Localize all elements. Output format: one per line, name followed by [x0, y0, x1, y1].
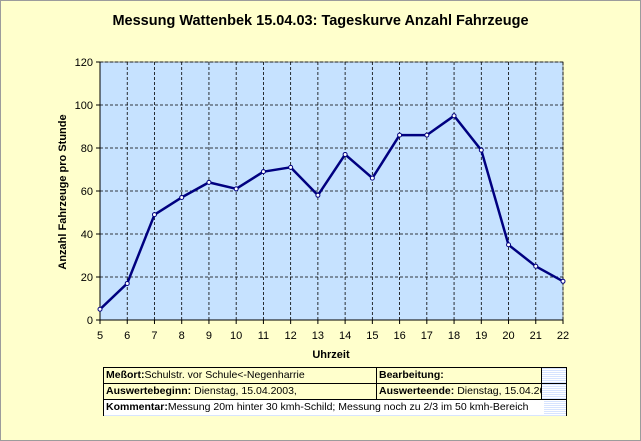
x-tick-label: 13 — [312, 330, 324, 342]
info-hatch-cell — [541, 384, 566, 399]
x-tick-label: 8 — [179, 330, 185, 342]
y-tick-label: 20 — [81, 272, 93, 284]
chart-title: Messung Wattenbek 15.04.03: Tageskurve A… — [112, 13, 529, 29]
x-tick-label: 6 — [124, 330, 130, 342]
data-point — [288, 164, 294, 170]
x-tick-label: 15 — [366, 330, 378, 342]
data-point — [315, 192, 321, 198]
data-point — [424, 132, 430, 138]
x-tick-label: 18 — [448, 330, 460, 342]
x-tick-label: 5 — [97, 330, 103, 342]
messort-label: Meßort: — [106, 369, 145, 381]
auswerteende-label: Auswerteende: — [379, 385, 455, 397]
data-point — [342, 151, 348, 157]
x-tick-label: 7 — [151, 330, 157, 342]
auswerteende-value: Dienstag, 15.04.2003, — [457, 385, 541, 397]
x-tick-label: 12 — [285, 330, 297, 342]
data-point — [506, 242, 512, 248]
data-point — [233, 186, 239, 192]
x-tick-label: 20 — [502, 330, 514, 342]
y-tick-label: 100 — [75, 100, 93, 112]
data-point — [560, 278, 566, 284]
kommentar-value: Messung 20m hinter 30 kmh-Schild; Messun… — [167, 401, 529, 413]
data-point — [206, 179, 212, 185]
data-point — [97, 306, 103, 312]
y-tick-label: 80 — [81, 143, 93, 155]
y-tick-label: 40 — [81, 229, 93, 241]
kommentar-label: Kommentar: — [106, 401, 168, 413]
auswertebeginn-label: Auswertebeginn: — [106, 385, 192, 397]
info-hatch-cell — [541, 368, 566, 383]
x-tick-label: 19 — [475, 330, 487, 342]
messort-cell: Meßort:Schulstr. vor Schule<-Negenharrie — [104, 368, 376, 383]
data-point — [179, 194, 185, 200]
auswertebeginn-cell: Auswertebeginn: Dienstag, 15.04.2003, — [104, 384, 376, 399]
series-line — [99, 114, 564, 311]
auswertebeginn-value: Dienstag, 15.04.2003, — [194, 385, 297, 397]
data-point — [124, 280, 130, 286]
data-point — [478, 147, 484, 153]
x-tick-label: 14 — [339, 330, 351, 342]
messort-value: Schulstr. vor Schule<-Negenharrie — [144, 369, 305, 381]
bearbeitung-cell: Bearbeitung: — [376, 368, 541, 383]
y-tick-label: 120 — [75, 57, 93, 69]
data-point — [451, 113, 457, 119]
x-tick-label: 16 — [393, 330, 405, 342]
y-tick-label: 0 — [87, 315, 93, 327]
x-tick-label: 22 — [557, 330, 569, 342]
kommentar-cell: Kommentar:Messung 20m hinter 30 kmh-Schi… — [104, 400, 544, 415]
x-tick-label: 17 — [421, 330, 433, 342]
bearbeitung-label: Bearbeitung: — [379, 369, 444, 381]
info-table: Meßort:Schulstr. vor Schule<-Negenharrie… — [103, 367, 567, 416]
x-axis-label: Uhrzeit — [312, 349, 350, 361]
data-point — [369, 175, 375, 181]
x-tick-label: 11 — [258, 330, 269, 342]
auswerteende-cell: Auswerteende: Dienstag, 15.04.2003, — [376, 384, 541, 399]
data-point — [533, 263, 539, 269]
data-point — [397, 132, 403, 138]
data-point — [151, 212, 157, 218]
y-tick-label: 60 — [81, 186, 93, 198]
x-tick-label: 9 — [206, 330, 212, 342]
x-tick-label: 21 — [530, 330, 542, 342]
x-tick-label: 10 — [230, 330, 242, 342]
data-point — [260, 169, 266, 175]
